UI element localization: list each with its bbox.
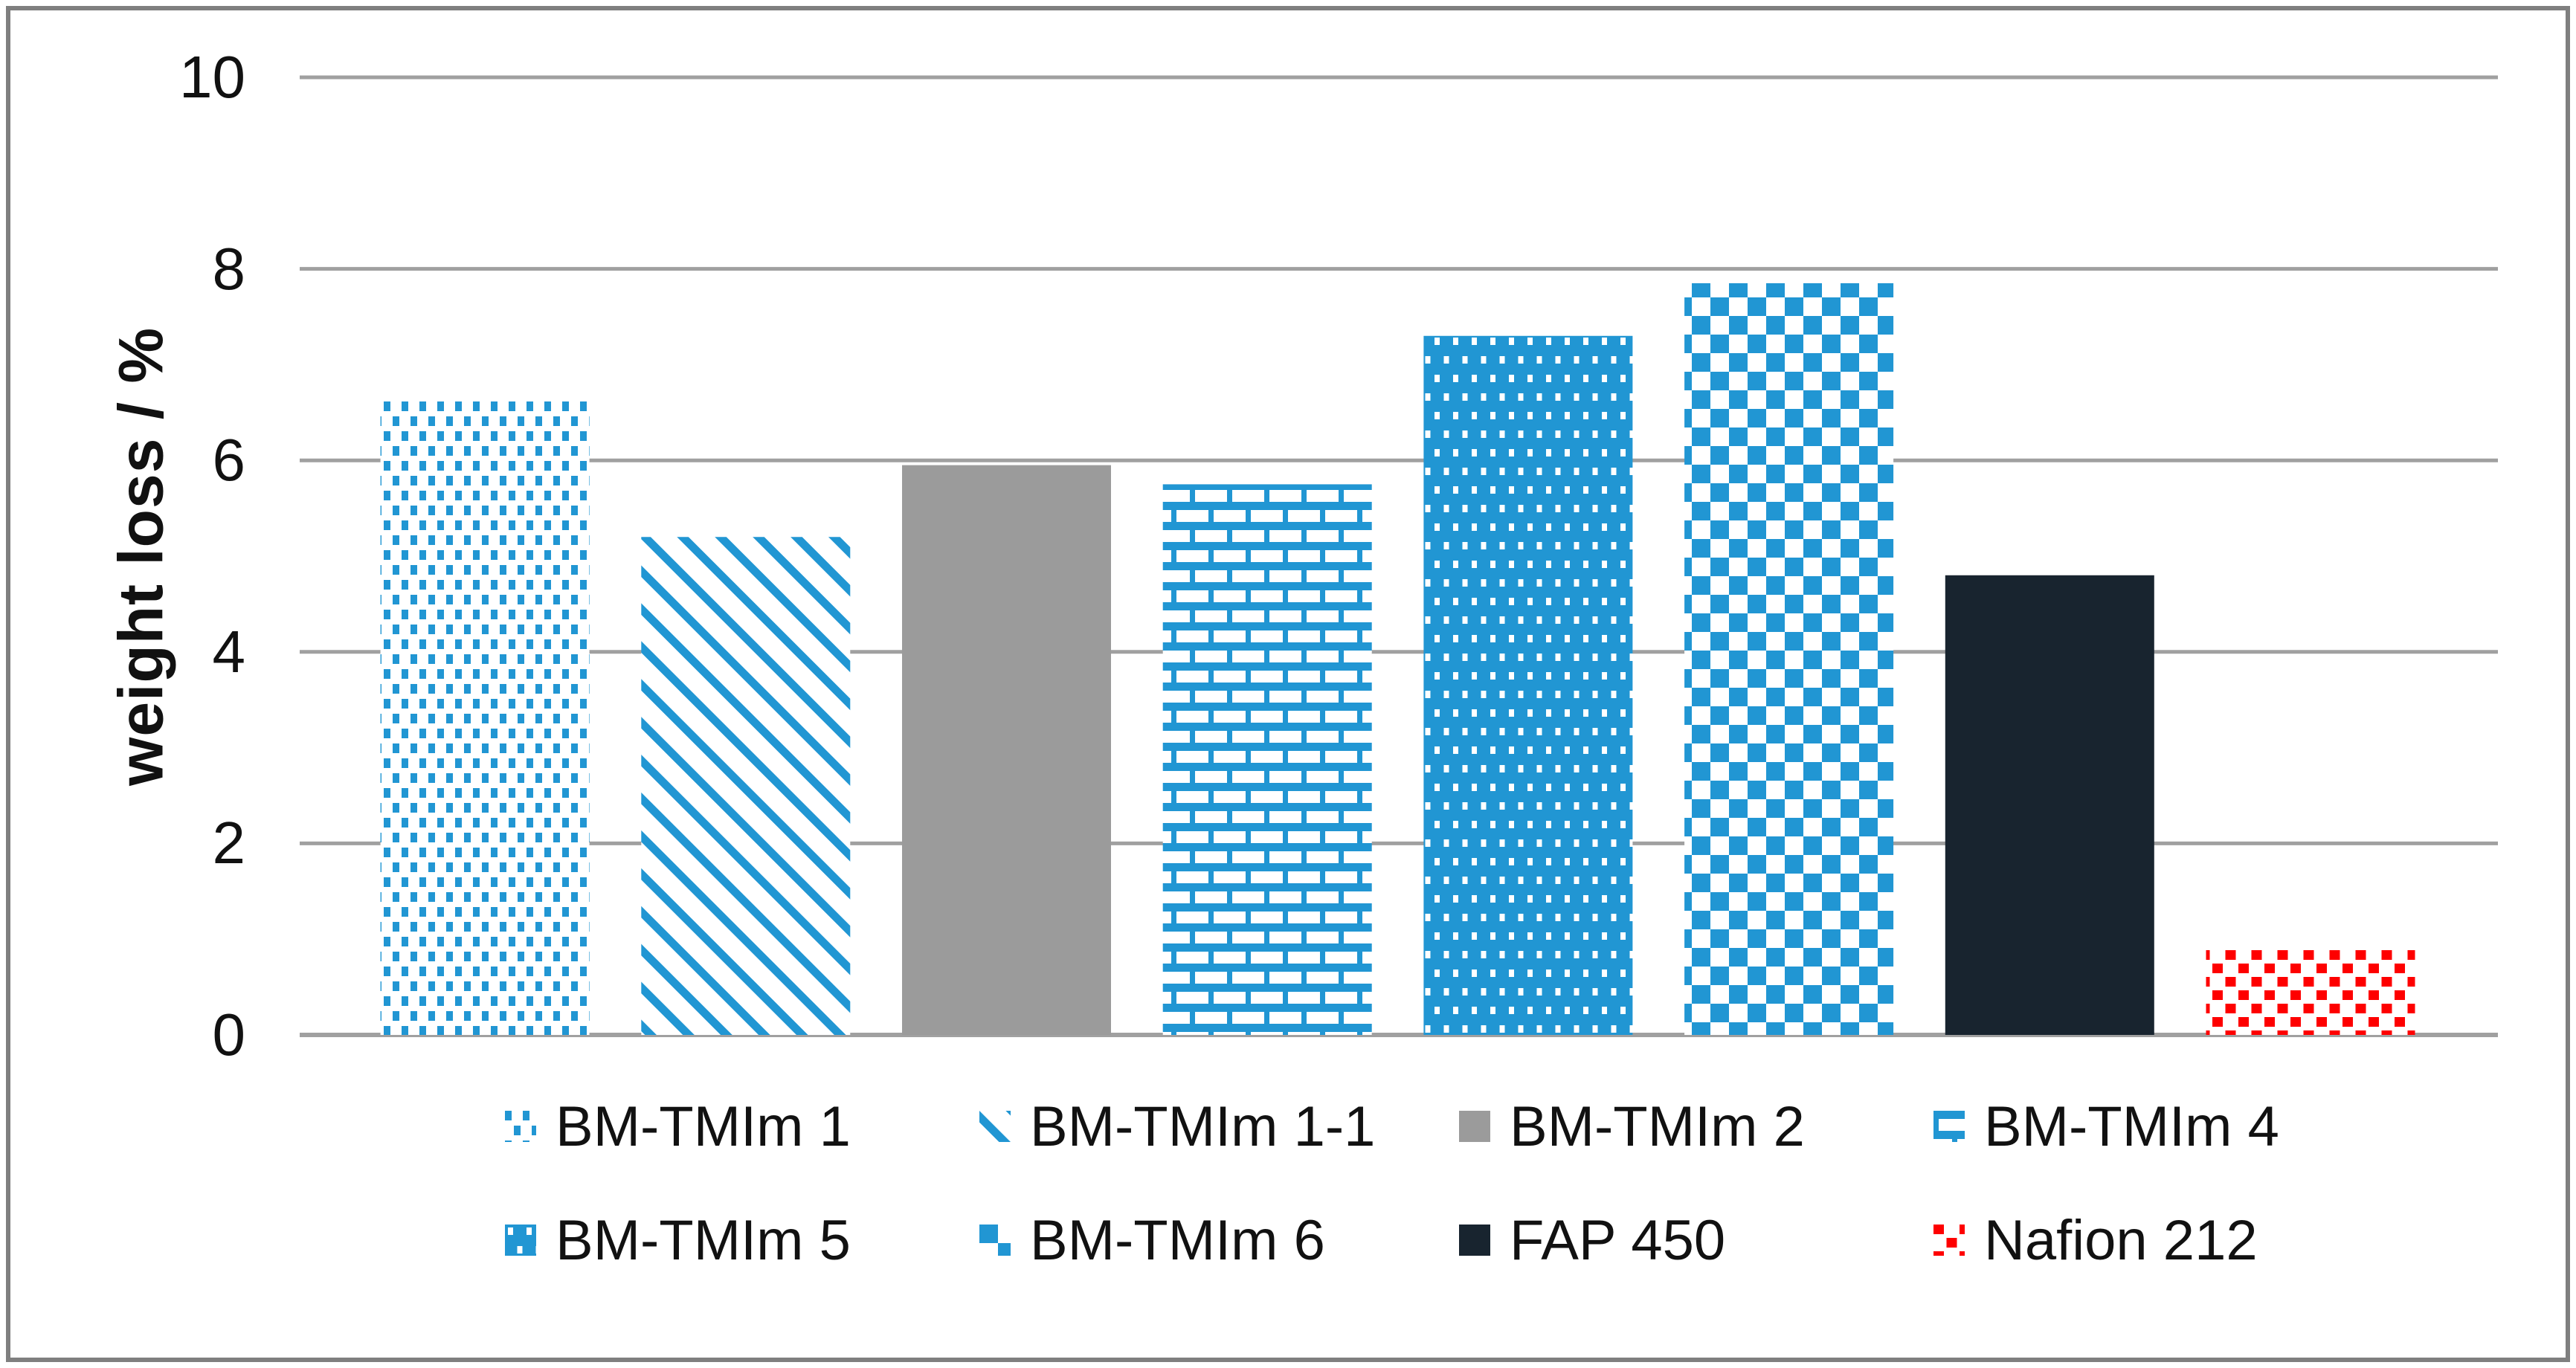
legend-item-label: Nafion 212 — [1984, 1208, 2258, 1272]
y-tick-label: 2 — [212, 810, 246, 877]
y-tick-label: 0 — [212, 1001, 246, 1068]
legend-item-label: BM-TMIm 4 — [1984, 1094, 2279, 1158]
bar-bm-tmim-5 — [1423, 335, 1633, 1035]
legend-swatch-blue-checkerboard — [979, 1225, 1011, 1256]
legend-item-bm-tmim-1: BM-TMIm 1 — [505, 1095, 851, 1158]
legend-item-label: FAP 450 — [1510, 1208, 1726, 1272]
bar-bm-tmim-2 — [902, 465, 1111, 1035]
legend-item-bm-tmim-5: BM-TMIm 5 — [505, 1208, 851, 1272]
bar-bm-tmim-1-1 — [641, 537, 851, 1035]
legend-item-label: BM-TMIm 1-1 — [1030, 1094, 1376, 1158]
legend-item-bm-tmim-2: BM-TMIm 2 — [1459, 1095, 1805, 1158]
y-tick-label: 4 — [212, 618, 246, 685]
legend-item-label: BM-TMIm 1 — [556, 1094, 851, 1158]
legend-swatch-blue-diagonal-stripes — [979, 1111, 1011, 1142]
bars — [380, 283, 2415, 1035]
legend-item-label: BM-TMIm 6 — [1030, 1208, 1325, 1272]
bar-bm-tmim-4 — [1162, 484, 1372, 1035]
bar-bm-tmim-6 — [1684, 283, 1894, 1035]
gridlines — [300, 75, 2498, 1037]
legend-swatch-red-checker — [1933, 1225, 1965, 1256]
bar-fap-450 — [1945, 575, 2154, 1035]
legend-swatch-blue-dense-dots — [505, 1225, 536, 1256]
y-tick-label: 8 — [212, 235, 246, 302]
legend-item-label: BM-TMIm 2 — [1510, 1094, 1805, 1158]
legend-item-bm-tmim-1-1: BM-TMIm 1-1 — [979, 1095, 1375, 1158]
legend-swatch-solid-gray — [1459, 1111, 1490, 1142]
legend-item-fap-450: FAP 450 — [1459, 1208, 1726, 1272]
y-tick-label: 10 — [179, 44, 245, 110]
legend-item-nafion-212: Nafion 212 — [1933, 1208, 2258, 1272]
legend-swatch-blue-bricks — [1933, 1111, 1965, 1142]
legend-item-bm-tmim-6: BM-TMIm 6 — [979, 1208, 1325, 1272]
legend-swatch-solid-navy — [1459, 1225, 1490, 1256]
bar-bm-tmim-1 — [380, 398, 590, 1035]
bar-nafion-212 — [2206, 949, 2415, 1035]
legend-item-label: BM-TMIm 5 — [556, 1208, 851, 1272]
legend-item-bm-tmim-4: BM-TMIm 4 — [1933, 1095, 2279, 1158]
y-tick-label: 6 — [212, 427, 246, 494]
legend-swatch-blue-dots — [505, 1111, 536, 1142]
y-axis-title: weight loss / % — [106, 326, 176, 786]
